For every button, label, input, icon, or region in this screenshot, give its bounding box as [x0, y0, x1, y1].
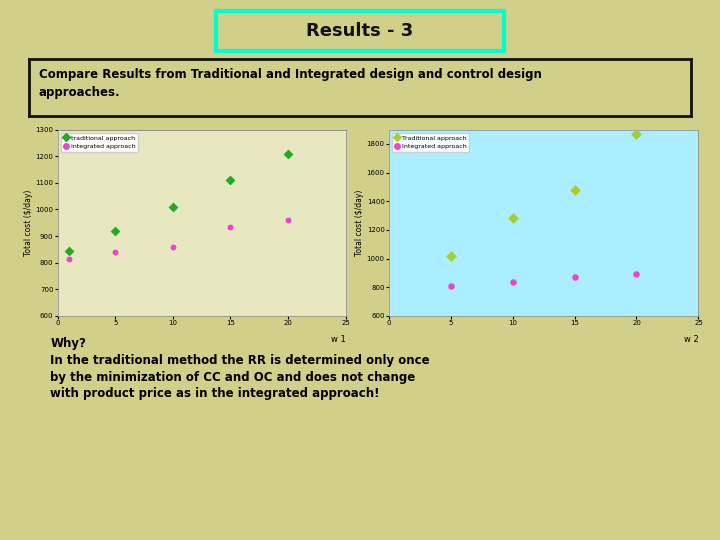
Point — [63, 254, 75, 263]
Point — [63, 246, 75, 255]
Point — [167, 202, 179, 211]
Point — [569, 273, 580, 281]
Text: Compare Results from Traditional and Integrated design and control design
approa: Compare Results from Traditional and Int… — [39, 68, 541, 99]
Point — [569, 185, 580, 194]
Point — [282, 216, 294, 225]
Y-axis label: Total cost ($/day): Total cost ($/day) — [24, 190, 32, 256]
Point — [225, 222, 236, 231]
Point — [507, 214, 518, 223]
Point — [445, 252, 456, 260]
Point — [109, 248, 121, 256]
Legend: Traditional approach, Integrated approach: Traditional approach, Integrated approac… — [392, 133, 469, 152]
Text: Results - 3: Results - 3 — [307, 22, 413, 40]
Point — [225, 176, 236, 185]
Text: w 1: w 1 — [331, 335, 346, 345]
Point — [109, 226, 121, 235]
Point — [631, 130, 642, 138]
Text: w 2: w 2 — [684, 335, 698, 345]
Y-axis label: Total cost ($/day): Total cost ($/day) — [355, 190, 364, 256]
Text: Why?
In the traditional method the RR is determined only once
by the minimizatio: Why? In the traditional method the RR is… — [50, 338, 430, 400]
Point — [445, 281, 456, 290]
Point — [282, 149, 294, 158]
Legend: traditional approach, integrated approach: traditional approach, integrated approac… — [60, 133, 138, 152]
Point — [631, 270, 642, 279]
Point — [167, 242, 179, 251]
Point — [507, 277, 518, 286]
